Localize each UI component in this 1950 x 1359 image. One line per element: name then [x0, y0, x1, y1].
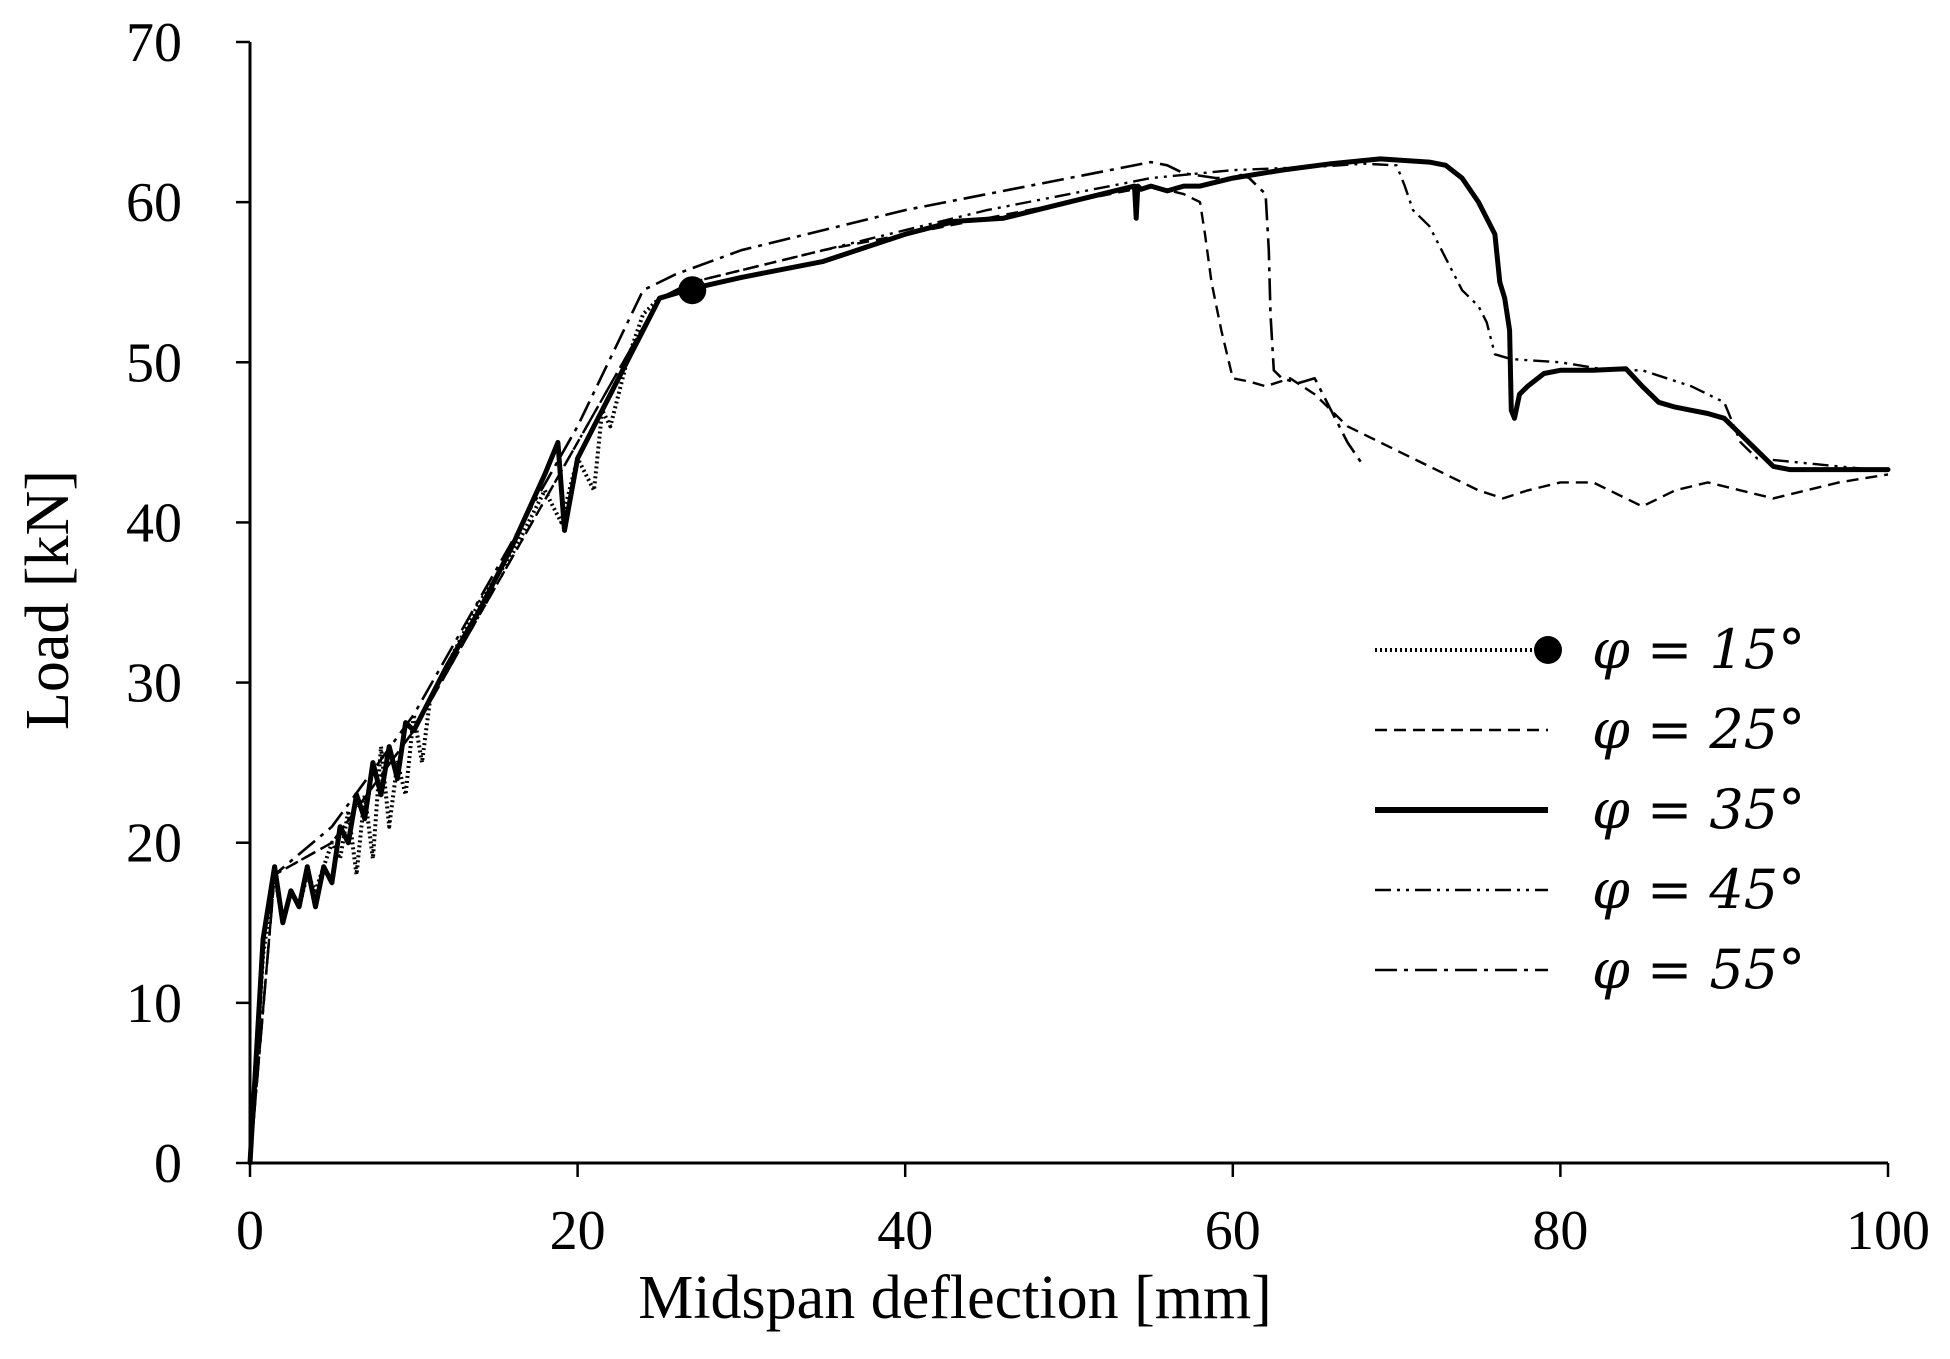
- legend-marker: [1534, 636, 1562, 664]
- legend-label-2: φ = 25°: [1592, 698, 1805, 761]
- y-tick-label: 20: [126, 813, 182, 875]
- y-tick-label: 0: [154, 1133, 182, 1195]
- y-tick-label: 60: [126, 172, 182, 234]
- legend-label-1: φ = 15°: [1592, 618, 1805, 681]
- series-group: [247, 156, 1891, 1166]
- legend: φ = 15° φ = 25° φ = 35° φ = 45° φ = 55°: [1375, 618, 1805, 1001]
- legend-label-4: φ = 45°: [1592, 858, 1805, 921]
- series-line-3: [247, 156, 1891, 1166]
- series-line-4: [248, 162, 1889, 1164]
- x-tick-label: 40: [877, 1200, 933, 1262]
- y-tick-label: 10: [126, 973, 182, 1035]
- x-tick-label: 0: [236, 1200, 264, 1262]
- x-tick-label: 100: [1846, 1200, 1930, 1262]
- x-tick-label: 60: [1205, 1200, 1261, 1262]
- series-line-2: [248, 184, 1889, 1164]
- x-ticks: 0 20 40 60 80 100: [236, 1163, 1930, 1262]
- series-line-1: [248, 288, 693, 1164]
- y-tick-label: 70: [126, 12, 182, 74]
- axes: [248, 42, 1888, 1165]
- legend-label-3: φ = 35°: [1592, 778, 1805, 841]
- y-tick-label: 30: [126, 653, 182, 715]
- series-line-5: [248, 160, 1365, 1164]
- legend-label-5: φ = 55°: [1592, 938, 1805, 1001]
- x-tick-label: 80: [1532, 1200, 1588, 1262]
- x-tick-label: 20: [550, 1200, 606, 1262]
- y-tick-label: 40: [126, 492, 182, 554]
- series-marker: [678, 276, 707, 305]
- y-ticks: 0 10 20 30 40 50 60 70: [126, 12, 250, 1195]
- y-axis-title: Load [kN]: [14, 470, 82, 730]
- y-tick-label: 50: [126, 332, 182, 394]
- x-axis-title: Midspan deflection [mm]: [638, 1264, 1272, 1332]
